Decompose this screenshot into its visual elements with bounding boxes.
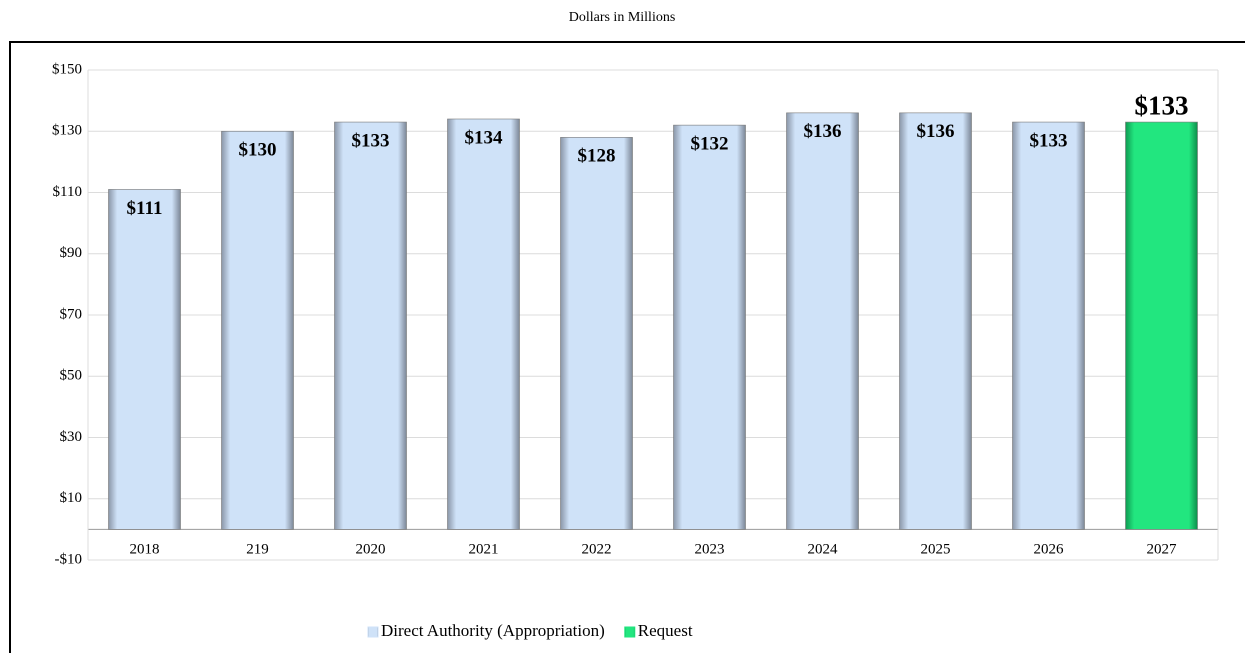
bar <box>334 121 407 530</box>
x-tick-label: 2020 <box>356 541 386 557</box>
bar <box>108 189 181 530</box>
bar <box>786 112 859 530</box>
x-tick-label: 2023 <box>695 541 725 557</box>
legend-swatch <box>624 626 636 638</box>
legend-swatch <box>367 626 379 638</box>
data-label: $134 <box>465 127 504 148</box>
data-label: $111 <box>127 198 163 219</box>
bar <box>1012 121 1085 530</box>
y-tick-label: $90 <box>60 245 83 261</box>
data-label: $133 <box>352 130 390 151</box>
legend-label: Direct Authority (Appropriation) <box>381 621 605 640</box>
bar <box>899 112 972 530</box>
data-label: $130 <box>239 140 277 161</box>
data-label: $136 <box>804 121 842 142</box>
x-tick-label: 2018 <box>130 541 160 557</box>
y-tick-label: $110 <box>53 184 82 200</box>
data-label: $132 <box>691 133 729 154</box>
bar <box>221 130 294 530</box>
y-tick-label: $70 <box>60 306 83 322</box>
bar <box>447 118 520 530</box>
frame <box>9 41 1245 653</box>
y-tick-label: $10 <box>60 490 83 506</box>
data-label: $133 <box>1135 90 1189 120</box>
data-label: $136 <box>917 121 955 142</box>
bar <box>1125 121 1198 530</box>
x-tick-label: 2024 <box>808 541 839 557</box>
x-tick-label: 2022 <box>582 541 612 557</box>
bar <box>673 124 746 530</box>
data-label: $133 <box>1030 130 1068 151</box>
x-tick-label: 2021 <box>469 541 499 557</box>
data-label: $128 <box>578 146 616 167</box>
y-tick-label: $150 <box>52 61 82 77</box>
y-tick-label: $30 <box>60 429 83 445</box>
x-tick-label: 219 <box>246 541 269 557</box>
y-tick-label: $50 <box>60 368 83 384</box>
y-tick-label: -$10 <box>55 551 83 567</box>
chart-title: Dollars in Millions <box>569 10 676 25</box>
x-tick-label: 2025 <box>921 541 951 557</box>
x-tick-label: 2026 <box>1034 541 1065 557</box>
x-tick-label: 2027 <box>1147 541 1178 557</box>
bar <box>560 137 633 530</box>
legend-label: Request <box>638 621 693 640</box>
y-tick-label: $130 <box>52 123 82 139</box>
